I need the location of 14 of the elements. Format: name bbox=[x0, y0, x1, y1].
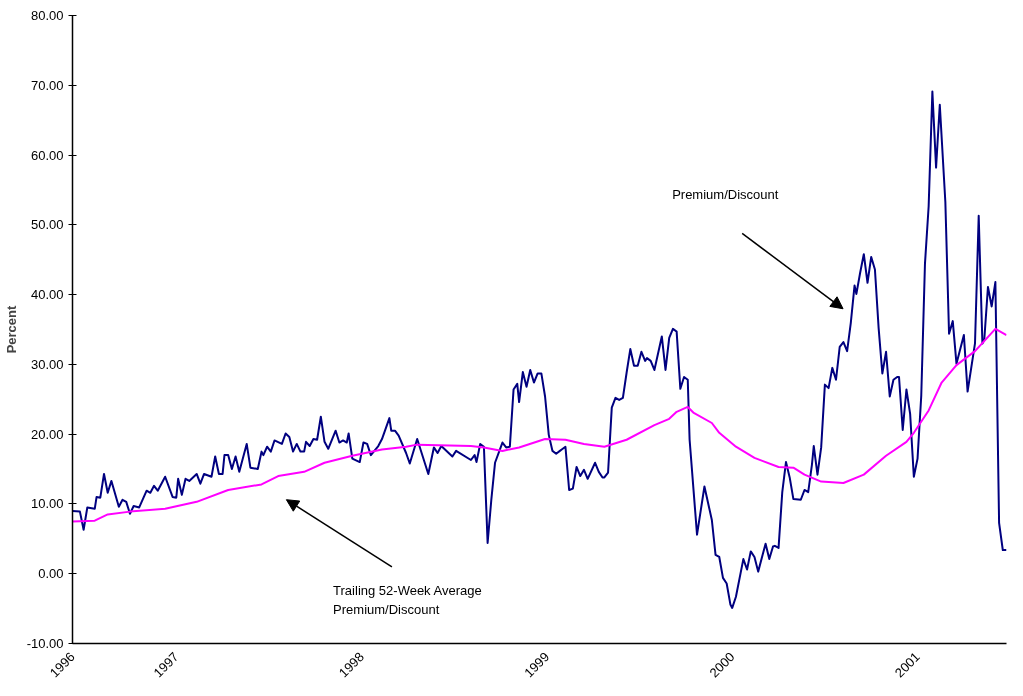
y-tick-label: 50.00 bbox=[30, 217, 64, 233]
annotation: Premium/Discount bbox=[672, 186, 779, 202]
y-tick-label: 70.00 bbox=[30, 77, 64, 93]
y-tick-label: -10.00 bbox=[26, 636, 64, 651]
y-tick-label: 30.00 bbox=[30, 356, 64, 372]
line-series bbox=[72, 327, 1007, 523]
annotation: Trailing 52-Week Average Premium/Discount bbox=[333, 582, 482, 618]
y-tick-label: 80.00 bbox=[30, 8, 64, 23]
y-axis-title: Percent bbox=[3, 304, 19, 354]
y-tick-label: 60.00 bbox=[30, 147, 64, 163]
y-tick-label: 0.00 bbox=[38, 566, 64, 582]
y-tick-label: 10.00 bbox=[30, 496, 64, 512]
y-tick-label: 20.00 bbox=[30, 426, 64, 442]
y-tick-label: 40.00 bbox=[30, 287, 64, 303]
